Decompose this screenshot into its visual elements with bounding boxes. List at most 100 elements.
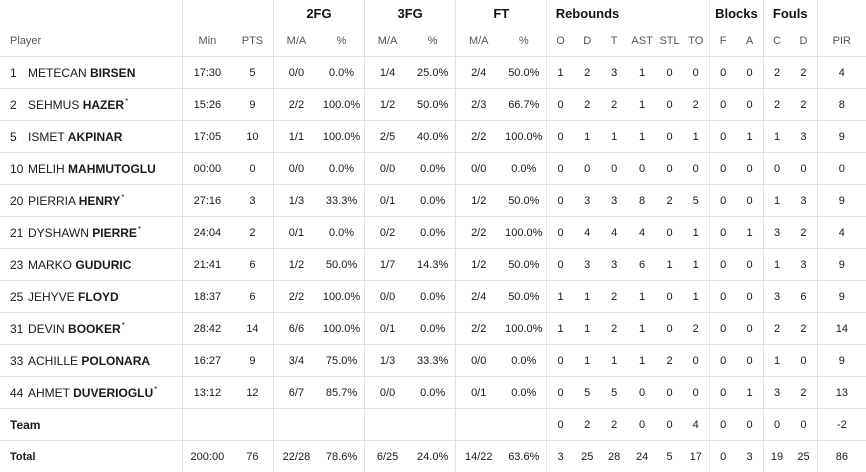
stat-cell-blk-f: 0 bbox=[709, 153, 736, 185]
stat-cell-reb-t: 3 bbox=[601, 57, 628, 89]
stat-cell-reb-t: 1 bbox=[601, 345, 628, 377]
player-first-name: ACHILLE bbox=[28, 354, 78, 368]
stat-cell-foul-c: 2 bbox=[763, 57, 790, 89]
player-first-name: MELIH bbox=[28, 162, 65, 176]
stat-cell-pir: 9 bbox=[817, 345, 866, 377]
stat-cell-fg2-ma: 6/7 bbox=[273, 377, 319, 409]
stat-cell-fg2-pct: 100.0% bbox=[319, 313, 365, 345]
stat-cell-stl: 2 bbox=[657, 345, 683, 377]
player-first-name: DEVIN bbox=[28, 322, 65, 336]
stat-cell-to: 2 bbox=[683, 313, 710, 345]
total-stat-cell-fg2-pct: 78.6% bbox=[319, 441, 365, 472]
stat-cell-foul-c: 1 bbox=[763, 185, 790, 217]
stat-cell-fg2-ma: 2/2 bbox=[273, 281, 319, 313]
group-header-playmaking bbox=[628, 0, 710, 26]
stat-cell-blk-f: 0 bbox=[709, 313, 736, 345]
stat-cell-fg2-ma: 1/1 bbox=[273, 121, 319, 153]
team-stat-cell-ast: 0 bbox=[628, 409, 657, 441]
group-header-pir bbox=[817, 0, 866, 26]
stat-cell-fg3-pct: 25.0% bbox=[410, 57, 456, 89]
stat-cell-foul-d: 0 bbox=[790, 153, 817, 185]
player-last-name: BOOKER bbox=[68, 322, 121, 336]
total-stat-cell-stl: 5 bbox=[657, 441, 683, 472]
stat-cell-ft-pct: 50.0% bbox=[501, 281, 547, 313]
starter-marker: * bbox=[122, 321, 125, 330]
stat-cell-to: 0 bbox=[683, 57, 710, 89]
stat-cell-pts: 6 bbox=[232, 281, 273, 313]
team-stat-cell-reb-o: 0 bbox=[547, 409, 574, 441]
stat-cell-foul-c: 2 bbox=[763, 89, 790, 121]
stat-cell-reb-t: 3 bbox=[601, 185, 628, 217]
stat-cell-fg2-ma: 2/2 bbox=[273, 89, 319, 121]
stat-cell-to: 1 bbox=[683, 249, 710, 281]
stat-cell-fg3-ma: 1/7 bbox=[365, 249, 411, 281]
total-stat-cell-ft-pct: 63.6% bbox=[501, 441, 547, 472]
stat-cell-min: 27:16 bbox=[182, 185, 232, 217]
player-number: 10 bbox=[10, 162, 24, 176]
player-first-name: ISMET bbox=[28, 130, 64, 144]
total-stat-cell-min: 200:00 bbox=[182, 441, 232, 472]
stat-cell-pts: 6 bbox=[232, 249, 273, 281]
stat-cell-reb-t: 2 bbox=[601, 313, 628, 345]
column-header-pir: PIR bbox=[817, 26, 866, 57]
stat-cell-foul-d: 2 bbox=[790, 313, 817, 345]
stat-cell-reb-d: 4 bbox=[574, 217, 601, 249]
stat-cell-reb-t: 4 bbox=[601, 217, 628, 249]
stat-cell-stl: 0 bbox=[657, 89, 683, 121]
player-number: 20 bbox=[10, 194, 24, 208]
total-stat-cell-fg3-ma: 6/25 bbox=[365, 441, 411, 472]
total-stat-cell-blk-a: 3 bbox=[736, 441, 763, 472]
stat-cell-fg2-ma: 3/4 bbox=[273, 345, 319, 377]
stat-cell-pir: 9 bbox=[817, 249, 866, 281]
stat-cell-ft-pct: 100.0% bbox=[501, 313, 547, 345]
stat-cell-reb-d: 5 bbox=[574, 377, 601, 409]
team-stat-cell-fg3-ma bbox=[365, 409, 411, 441]
team-stat-cell-ft-pct bbox=[501, 409, 547, 441]
total-stat-cell-to: 17 bbox=[683, 441, 710, 472]
total-stat-cell-pir: 86 bbox=[817, 441, 866, 472]
group-header-fouls: Fouls bbox=[763, 0, 817, 26]
stat-cell-reb-o: 0 bbox=[547, 185, 574, 217]
total-stat-cell-reb-d: 25 bbox=[574, 441, 601, 472]
stat-cell-blk-a: 1 bbox=[736, 217, 763, 249]
stat-cell-reb-t: 0 bbox=[601, 153, 628, 185]
stat-cell-fg3-pct: 0.0% bbox=[410, 185, 456, 217]
stat-cell-reb-t: 2 bbox=[601, 89, 628, 121]
team-label: Team bbox=[0, 409, 182, 441]
player-first-name: DYSHAWN bbox=[28, 226, 89, 240]
stat-cell-foul-d: 3 bbox=[790, 121, 817, 153]
stat-cell-reb-d: 2 bbox=[574, 57, 601, 89]
stat-cell-fg2-ma: 1/2 bbox=[273, 249, 319, 281]
player-last-name: DUVERIOGLU bbox=[73, 386, 153, 400]
player-number: 1 bbox=[10, 66, 24, 80]
stat-cell-ft-pct: 0.0% bbox=[501, 377, 547, 409]
stat-cell-stl: 0 bbox=[657, 153, 683, 185]
stat-cell-reb-t: 5 bbox=[601, 377, 628, 409]
stat-cell-stl: 1 bbox=[657, 249, 683, 281]
stat-cell-fg2-ma: 0/0 bbox=[273, 57, 319, 89]
stat-cell-foul-d: 3 bbox=[790, 185, 817, 217]
